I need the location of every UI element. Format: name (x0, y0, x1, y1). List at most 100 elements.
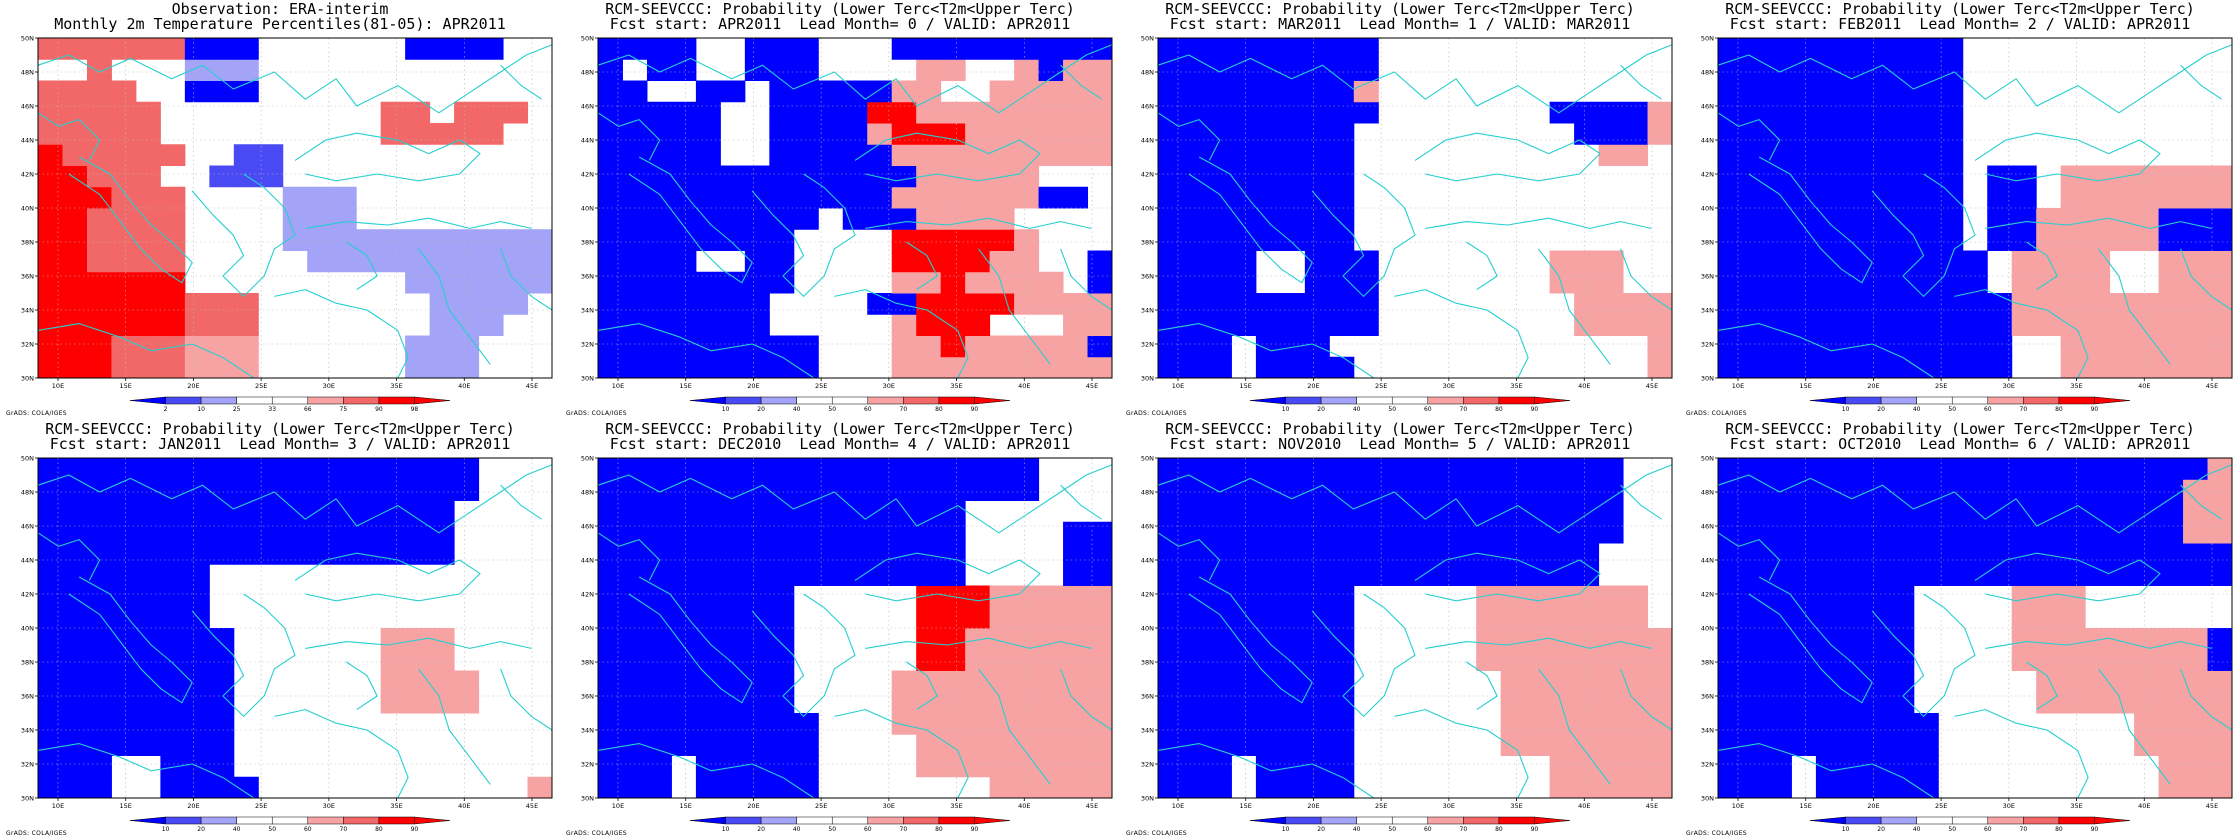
grid-cell (598, 628, 623, 650)
grid-cell (1206, 38, 1232, 60)
grid-cell (1231, 165, 1257, 188)
grid-cell (405, 335, 431, 358)
grid-cell (940, 59, 966, 81)
grid-cell (1182, 776, 1208, 799)
grid-cell (695, 186, 721, 209)
grid-cell (2060, 314, 2086, 336)
grid-cell (1231, 458, 1257, 480)
colorbar-tick-label: 90 (2091, 406, 2099, 413)
grid-cell (916, 628, 942, 650)
grid-cell (1231, 543, 1257, 565)
grid-cell (1864, 80, 1890, 103)
grid-cell (1623, 670, 1649, 693)
grid-cell (1014, 144, 1040, 166)
grid-cell (1304, 80, 1330, 103)
grid-cell (769, 691, 795, 714)
grid-cell (622, 713, 648, 735)
grid-cell (720, 713, 746, 735)
grid-cell (1742, 144, 1768, 166)
grid-cell (1206, 628, 1232, 650)
grid-cell (1231, 500, 1257, 523)
colorbar-tick-label: 20 (1317, 826, 1325, 833)
grid-cell (1791, 208, 1817, 230)
grid-cell (1840, 670, 1866, 693)
lon-tick-label: 10E (1732, 382, 1744, 390)
grid-cell (1840, 543, 1866, 565)
grid-cell (135, 250, 161, 273)
grid-cell (1623, 144, 1649, 166)
colorbar: 10 20 40 50 60 70 80 90 (129, 816, 451, 833)
grid-cell (1742, 606, 1768, 629)
grid-cell (454, 458, 480, 480)
lon-tick-label: 30E (883, 382, 895, 390)
lon-tick-label: 15E (1800, 382, 1812, 390)
grid-cell (1231, 691, 1257, 714)
grid-cell (1742, 356, 1768, 379)
grid-cell (38, 208, 63, 230)
grid-cell (695, 606, 721, 629)
grid-cell (1182, 314, 1208, 336)
grid-cell (2085, 670, 2111, 693)
grid-cell (160, 356, 186, 379)
grid-cell (209, 80, 235, 103)
grid-cell (2109, 458, 2135, 480)
grid-cell (405, 229, 431, 251)
grid-cell (2207, 691, 2233, 714)
grid-cell (1718, 59, 1743, 81)
grid-cell (184, 521, 210, 544)
grid-cell (1158, 755, 1183, 778)
grid-cell (1718, 628, 1743, 650)
grid-cell (720, 458, 746, 480)
grid-cell (111, 670, 137, 693)
colorbar-tick-label: 80 (2055, 406, 2063, 413)
grid-cell (622, 335, 648, 358)
grid-cell (1329, 293, 1355, 315)
grid-cell (1304, 500, 1330, 523)
grid-cell (1231, 521, 1257, 544)
grid-cell (233, 38, 259, 60)
grid-cell (331, 543, 357, 565)
grid-cell (184, 500, 210, 523)
grid-cell (233, 356, 259, 379)
lat-tick-label: 30N (1701, 795, 1714, 803)
lon-tick-label: 45E (2206, 802, 2218, 810)
lat-tick-label: 38N (1141, 659, 1154, 667)
grid-cell (744, 670, 770, 693)
grid-cell (2158, 293, 2184, 315)
grid-cell (1766, 59, 1792, 81)
grid-cell (1742, 271, 1768, 294)
grid-cell (1718, 649, 1743, 671)
grid-cell (1938, 543, 1964, 565)
colorbar-tick-label: 33 (268, 406, 276, 413)
grid-cell (793, 521, 819, 544)
grid-cell (1500, 458, 1526, 480)
grid-cell (769, 670, 795, 693)
lon-tick-label: 15E (680, 802, 692, 810)
grid-cell (160, 144, 186, 166)
grid-cell (209, 691, 235, 714)
grid-cell (940, 271, 966, 294)
grid-cell (1255, 80, 1281, 103)
grid-cell (965, 101, 991, 124)
grid-cell (1962, 543, 1988, 565)
grid-cell (1962, 314, 1988, 336)
colorbar-tick-label: 20 (197, 826, 205, 833)
grid-cell (622, 101, 648, 124)
grid-cell (1087, 691, 1113, 714)
grid-cell (184, 649, 210, 671)
grid-cell (1766, 123, 1792, 145)
grid-cell (916, 500, 942, 523)
lon-tick-label: 15E (1800, 802, 1812, 810)
grid-cell (1304, 670, 1330, 693)
grid-cell (1987, 458, 2013, 480)
grid-cell (1598, 101, 1624, 124)
grid-cell (744, 229, 770, 251)
colorbar-tick-label: 50 (1948, 406, 1956, 413)
lat-tick-label: 32N (1141, 761, 1154, 769)
grid-cell (1766, 649, 1792, 671)
grid-cell (695, 543, 721, 565)
grid-cell (2085, 543, 2111, 565)
grid-cell (1158, 59, 1183, 81)
lat-tick-label: 34N (1141, 727, 1154, 735)
